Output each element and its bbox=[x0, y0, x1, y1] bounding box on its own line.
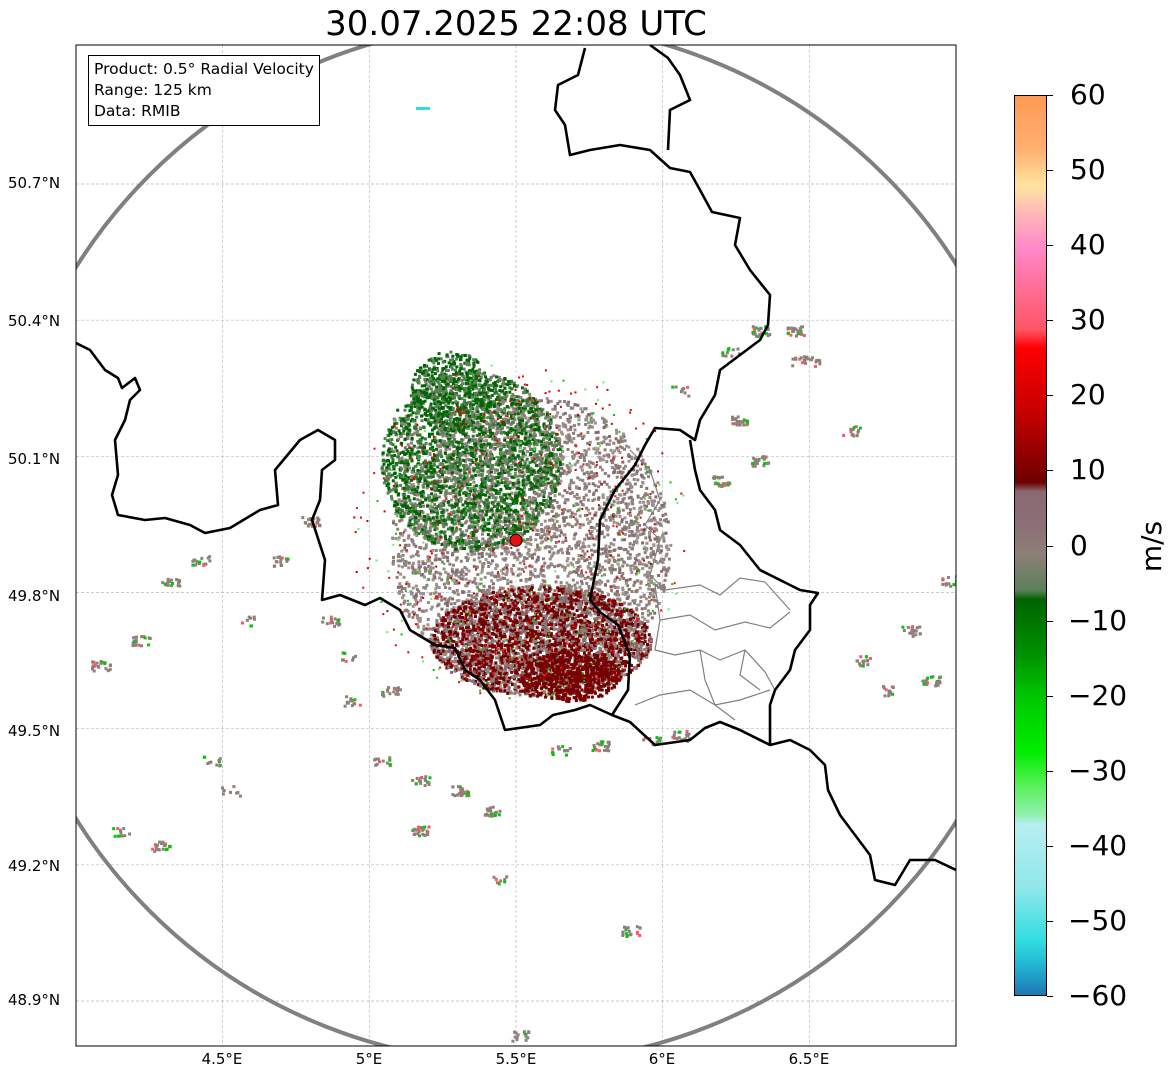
product-info-box: Product: 0.5° Radial Velocity Range: 125… bbox=[88, 55, 320, 126]
lat-label-49-2: 49.2°N bbox=[8, 857, 61, 875]
colorbar-tick-label: −50 bbox=[1068, 903, 1128, 937]
lat-label-48-9: 48.9°N bbox=[8, 991, 61, 1009]
colorbar-tick-label: 20 bbox=[1070, 378, 1106, 412]
plot-frame bbox=[75, 44, 957, 1047]
colorbar-tick-label: −20 bbox=[1068, 678, 1128, 712]
lat-label-50-1: 50.1°N bbox=[8, 450, 61, 468]
colorbar-tick bbox=[1047, 845, 1053, 847]
colorbar-tick bbox=[1047, 996, 1053, 997]
lat-label-50-7: 50.7°N bbox=[8, 174, 61, 192]
colorbar-tick bbox=[1047, 695, 1053, 697]
colorbar-tick-label: 10 bbox=[1070, 453, 1106, 487]
colorbar-unit: m/s bbox=[1135, 520, 1169, 573]
colorbar-tick bbox=[1047, 320, 1053, 322]
lon-label-5-5: 5.5°E bbox=[495, 1050, 537, 1068]
colorbar-tick bbox=[1047, 245, 1053, 247]
radar-echoes bbox=[91, 107, 956, 1043]
colorbar-tick-label: 0 bbox=[1070, 528, 1088, 562]
colorbar-tick-label: −30 bbox=[1068, 753, 1128, 787]
radar-site-marker bbox=[509, 533, 523, 547]
map-title: 30.07.2025 22:08 UTC bbox=[325, 4, 707, 44]
admin-boundary-lines bbox=[629, 449, 791, 721]
info-range: Range: 125 km bbox=[94, 81, 212, 99]
lat-label-49-5: 49.5°N bbox=[8, 722, 61, 740]
colorbar-tick bbox=[1047, 170, 1053, 172]
colorbar-tick-label: 60 bbox=[1070, 78, 1106, 111]
colorbar-tick-label: 50 bbox=[1070, 153, 1106, 187]
colorbar-tick-label: −10 bbox=[1068, 603, 1128, 637]
colorbar-tick-label: −60 bbox=[1068, 979, 1128, 1012]
lon-label-6: 6°E bbox=[648, 1050, 676, 1068]
colorbar-tick bbox=[1047, 620, 1053, 622]
colorbar-tick bbox=[1047, 545, 1053, 547]
info-data-source: Data: RMIB bbox=[94, 102, 181, 120]
lon-label-5: 5°E bbox=[355, 1050, 383, 1068]
lat-label-50-4: 50.4°N bbox=[8, 312, 61, 330]
colorbar-tick bbox=[1047, 395, 1053, 397]
colorbar bbox=[1014, 95, 1047, 996]
colorbar-tick bbox=[1047, 920, 1053, 922]
colorbar-tick-label: 30 bbox=[1070, 303, 1106, 337]
colorbar-tick bbox=[1047, 770, 1053, 772]
colorbar-tick-label: 40 bbox=[1070, 228, 1106, 262]
info-product: Product: 0.5° Radial Velocity bbox=[94, 60, 314, 78]
north-border-upper bbox=[649, 45, 692, 151]
lon-label-6-5: 6.5°E bbox=[788, 1050, 830, 1068]
colorbar-tick bbox=[1047, 95, 1053, 96]
colorbar-tick-label: −40 bbox=[1068, 828, 1128, 862]
lon-label-4-5: 4.5°E bbox=[201, 1050, 243, 1068]
colorbar-tick bbox=[1047, 470, 1053, 472]
lat-label-49-8: 49.8°N bbox=[8, 587, 61, 605]
country-borders bbox=[76, 47, 956, 887]
